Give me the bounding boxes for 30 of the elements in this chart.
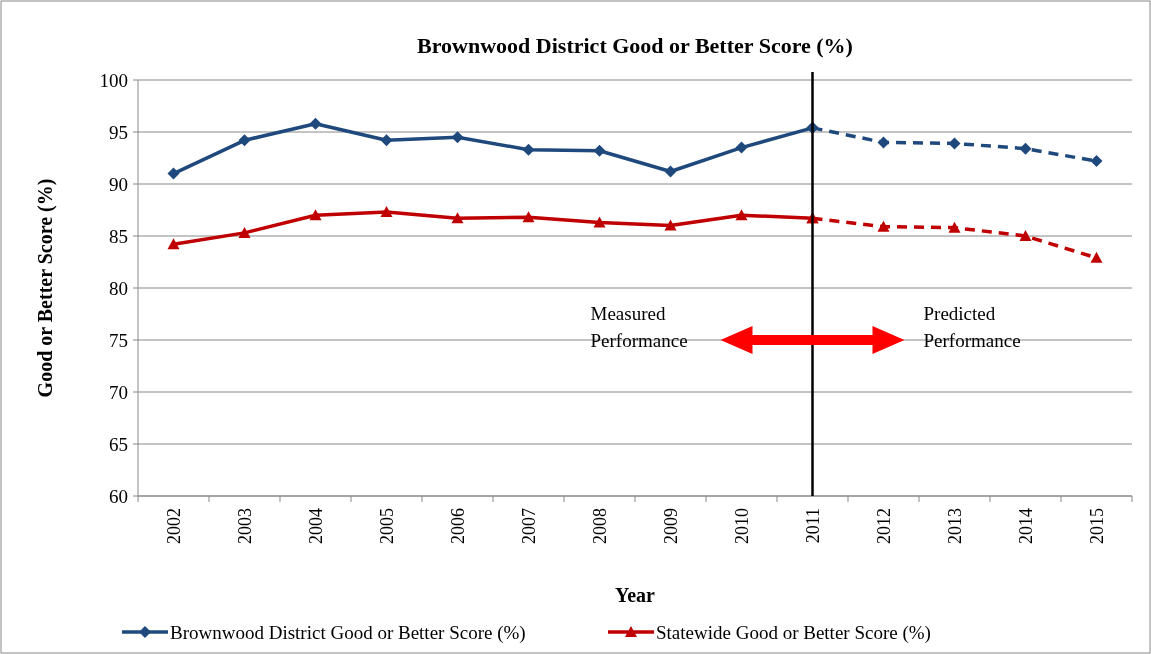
x-tick-label: 2005 — [376, 508, 397, 544]
y-tick-label: 60 — [109, 485, 128, 507]
x-tick-label: 2007 — [518, 508, 539, 544]
x-tick-label: 2011 — [802, 508, 823, 544]
annotation: Predicted Performance — [923, 303, 1021, 351]
x-tick-label: 2002 — [163, 508, 184, 544]
y-axis-title: Good or Better Score (%) — [34, 178, 57, 398]
legend-label: Brownwood District Good or Better Score (%) — [170, 621, 526, 644]
y-tick-label: 65 — [109, 433, 128, 455]
x-axis-title: Year — [615, 584, 656, 606]
legend-label: Statewide Good or Better Score (%) — [656, 621, 931, 644]
y-tick-label: 90 — [109, 173, 128, 195]
y-tick-label: 80 — [109, 277, 128, 299]
x-tick-label: 2006 — [447, 508, 468, 544]
x-tick-label: 2014 — [1015, 508, 1036, 544]
y-tick-label: 85 — [109, 225, 128, 247]
x-tick-label: 2015 — [1086, 508, 1107, 544]
annotation: Measured Performance — [590, 303, 688, 351]
x-tick-label: 2008 — [589, 508, 610, 544]
chart-title: Brownwood District Good or Better Score (%) — [417, 33, 853, 58]
y-tick-label: 95 — [109, 121, 128, 143]
x-tick-label: 2009 — [660, 508, 681, 544]
x-tick-label: 2010 — [731, 508, 752, 544]
y-tick-label: 75 — [109, 329, 128, 351]
y-tick-label: 100 — [99, 69, 128, 91]
x-tick-label: 2003 — [234, 508, 255, 544]
x-tick-label: 2013 — [944, 508, 965, 544]
y-tick-label: 70 — [109, 381, 128, 403]
x-tick-label: 2004 — [305, 508, 326, 544]
x-tick-label: 2012 — [873, 508, 894, 544]
